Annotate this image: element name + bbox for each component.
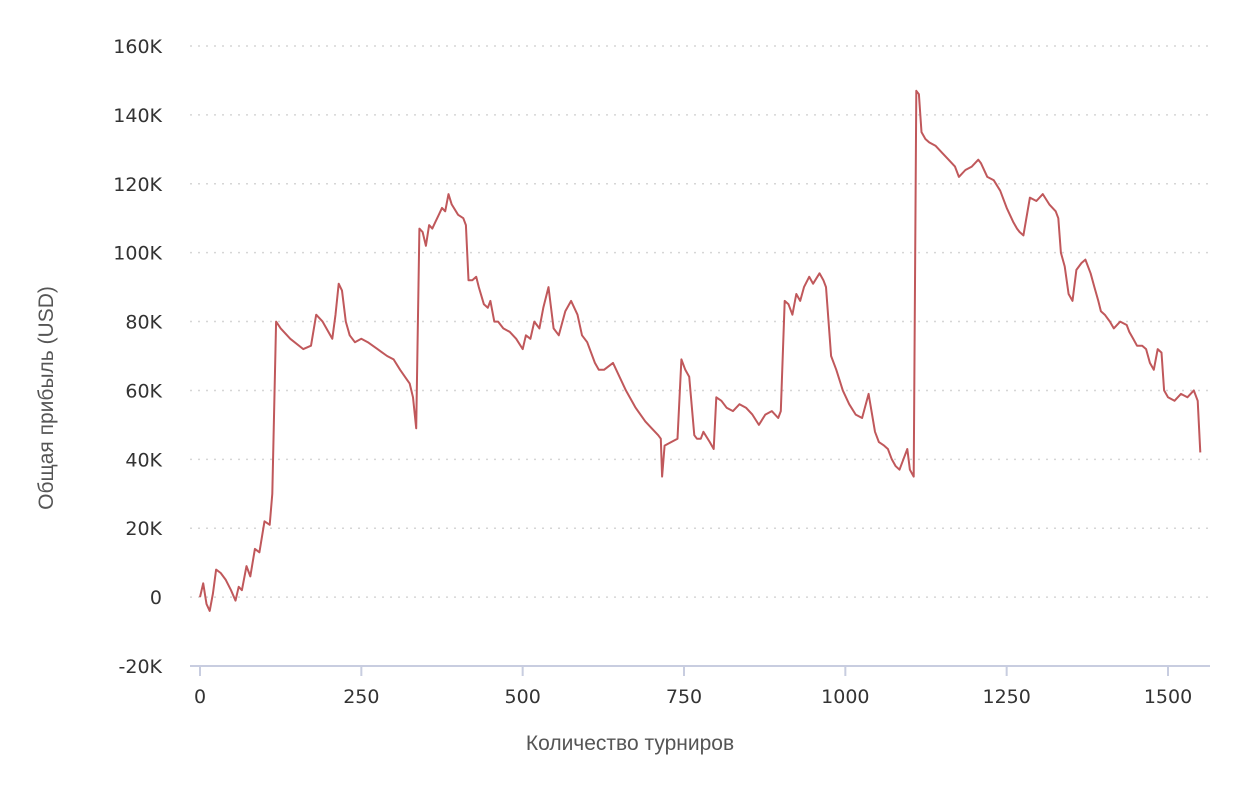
x-tick-label: 0 (194, 686, 206, 708)
x-tick-label: 1500 (1144, 686, 1192, 708)
series-line (199, 89, 1202, 612)
y-tick-label: -20K (119, 656, 163, 678)
x-tick-label: 1250 (982, 686, 1030, 708)
gridlines (190, 45, 1210, 598)
x-axis: 0 250 500 750 1000 1250 1500 (190, 665, 1210, 708)
y-tick-label: 60K (125, 380, 162, 402)
x-tick-label: 750 (666, 686, 702, 708)
y-tick-label: 40K (125, 449, 162, 471)
y-tick-label: 120K (113, 174, 162, 196)
y-tick-label: 80K (125, 312, 162, 334)
x-axis-title: Количество турниров (526, 732, 734, 755)
y-tick-label: 20K (125, 518, 162, 540)
y-axis-title: Общая прибыль (USD) (35, 286, 58, 510)
y-tick-label: 140K (113, 105, 162, 127)
x-tick-label: 1000 (821, 686, 869, 708)
y-tick-label: 0 (150, 587, 162, 609)
series-layer (199, 89, 1202, 612)
x-tick-label: 250 (343, 686, 379, 708)
y-tick-label: 100K (113, 243, 162, 265)
y-tick-label: 160K (113, 36, 162, 58)
y-axis: -20K 0 20K 40K 60K 80K 100K 120K 140K 160K (113, 36, 162, 678)
x-tick-label: 500 (505, 686, 541, 708)
